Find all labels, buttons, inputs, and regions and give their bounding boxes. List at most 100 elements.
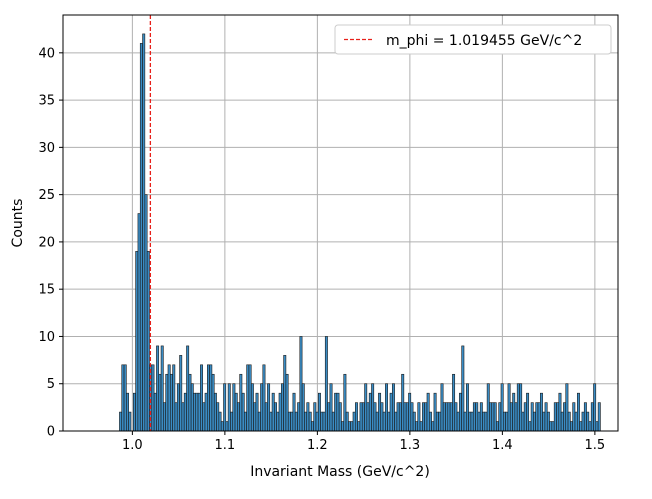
histogram-bar-130 <box>419 421 423 432</box>
histogram-bar-201 <box>583 402 587 432</box>
histogram-bar-185 <box>546 411 550 432</box>
histogram-bar-81 <box>306 402 310 432</box>
histogram-bar-92 <box>331 411 335 432</box>
histogram-bar-169 <box>509 402 513 432</box>
histogram-bar-156 <box>479 402 483 432</box>
y-tick-label-4: 20 <box>38 235 55 250</box>
histogram-bar-49 <box>232 383 236 432</box>
histogram-bar-33 <box>195 392 199 432</box>
plot-frame <box>62 14 619 432</box>
histogram-bar-28 <box>183 392 187 432</box>
y-tick-label-8: 40 <box>38 46 55 61</box>
histogram-bar-23 <box>172 364 176 432</box>
histogram-bar-46 <box>225 421 229 432</box>
histogram-bar-40 <box>211 373 215 432</box>
histogram-bar-124 <box>405 402 409 432</box>
histogram-bar-200 <box>581 411 585 432</box>
histogram-bar-190 <box>558 392 562 432</box>
histogram-bar-102 <box>354 402 358 432</box>
histogram-bar-85 <box>315 411 319 432</box>
histogram-bar-60 <box>257 411 261 432</box>
histogram-bar-176 <box>526 392 530 432</box>
histogram-bar-76 <box>294 411 298 432</box>
x-tick-label-0: 1.0 <box>122 438 143 453</box>
histogram-bar-26 <box>179 355 183 432</box>
histogram-bar-120 <box>396 402 400 432</box>
histogram-bar-123 <box>403 402 407 432</box>
histogram-bar-27 <box>181 402 185 432</box>
histogram-bar-163 <box>496 421 499 432</box>
histogram-bar-11 <box>144 194 148 432</box>
histogram-bar-181 <box>537 402 541 432</box>
histogram-bar-113 <box>380 402 384 432</box>
histogram-bar-19 <box>163 402 166 432</box>
histogram-bar-89 <box>324 336 328 432</box>
histogram-bar-109 <box>371 383 375 432</box>
histogram-bar-148 <box>461 345 465 432</box>
histogram-bar-96 <box>341 421 345 432</box>
histogram-bar-59 <box>255 392 259 432</box>
histogram-bar-179 <box>533 411 536 432</box>
histogram-bar-87 <box>320 411 324 432</box>
histogram-bar-6 <box>133 392 136 432</box>
histogram-bar-150 <box>465 383 469 432</box>
histogram-bar-159 <box>486 383 490 432</box>
histogram-bar-168 <box>507 383 511 432</box>
histogram-bar-98 <box>345 411 349 432</box>
histogram-bar-155 <box>477 411 481 432</box>
histogram-bar-162 <box>493 402 497 432</box>
histogram-bar-43 <box>218 411 222 432</box>
histogram-bar-17 <box>158 373 162 432</box>
histogram-bar-14 <box>151 364 155 432</box>
histogram-bar-44 <box>220 421 224 432</box>
histogram-bar-178 <box>530 402 534 432</box>
histogram-bar-42 <box>216 402 220 432</box>
histogram-bar-83 <box>311 421 314 432</box>
histogram-bar-144 <box>452 373 456 432</box>
histogram-bar-161 <box>491 402 495 432</box>
histogram-bar-12 <box>146 251 150 432</box>
histogram-bar-138 <box>438 411 442 432</box>
histogram-bar-25 <box>176 383 180 432</box>
histogram-bar-142 <box>447 402 451 432</box>
histogram-bar-122 <box>401 373 405 432</box>
histogram-bar-205 <box>593 383 597 432</box>
histogram-bar-147 <box>459 392 462 432</box>
histogram-bar-133 <box>426 392 430 432</box>
histogram-bar-103 <box>357 421 361 432</box>
histogram-bar-158 <box>484 411 488 432</box>
histogram-bar-107 <box>366 402 370 432</box>
x-tick-label-3: 1.3 <box>400 438 421 453</box>
histogram-bar-65 <box>269 411 273 432</box>
y-tick-label-6: 30 <box>38 141 55 156</box>
plot-area-background <box>63 15 618 431</box>
histogram-bar-20 <box>165 373 169 432</box>
y-tick-label-5: 25 <box>38 188 55 203</box>
histogram-bar-117 <box>389 392 393 432</box>
histogram-bar-128 <box>415 421 419 432</box>
histogram-bar-70 <box>280 383 284 432</box>
histogram-bar-180 <box>535 402 539 432</box>
histogram-bar-94 <box>336 392 340 432</box>
histogram-bar-71 <box>283 355 287 432</box>
histogram-bar-30 <box>188 373 192 432</box>
histogram-bar-62 <box>262 364 266 432</box>
histogram-bar-97 <box>343 373 347 432</box>
y-axis-label: Counts <box>10 199 26 248</box>
histogram-bar-192 <box>563 402 567 432</box>
histogram-bar-108 <box>368 392 372 432</box>
histogram-bar-146 <box>456 411 460 432</box>
histogram-bar-56 <box>248 364 252 432</box>
histogram-bar-4 <box>128 411 132 432</box>
y-axis-ticks: 0 5 10 15 20 25 30 35 40 <box>38 46 63 440</box>
histogram-bar-69 <box>278 392 282 432</box>
histogram-bar-153 <box>472 402 476 432</box>
histogram-bar-1 <box>121 364 125 432</box>
histogram-bar-7 <box>135 251 139 432</box>
histogram-bar-84 <box>313 402 317 432</box>
histogram-bar-34 <box>197 392 201 432</box>
histogram-bar-104 <box>359 402 363 432</box>
y-tick-label-7: 35 <box>38 94 55 109</box>
histogram-bar-175 <box>523 402 527 432</box>
histogram-bar-86 <box>317 392 321 432</box>
